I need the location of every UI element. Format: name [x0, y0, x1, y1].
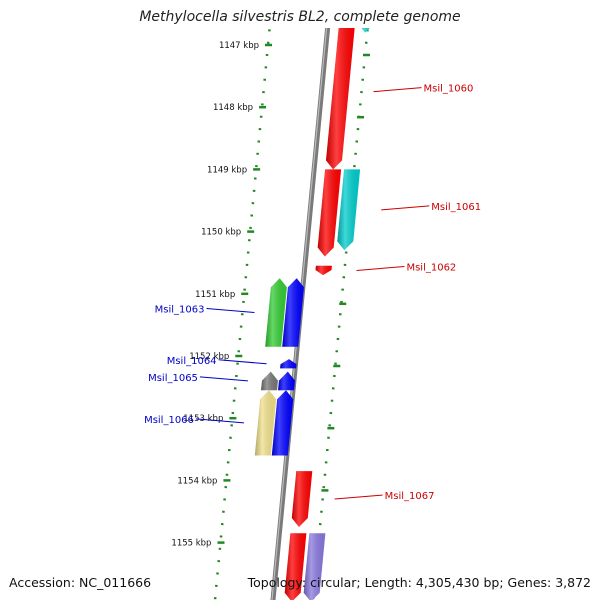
gene-leader-line — [381, 205, 430, 211]
topology-text: Topology: circular; Length: 4,305,430 bp… — [247, 575, 591, 590]
gene-leader-line — [206, 307, 255, 313]
kbp-label: 1154 kbp — [177, 476, 217, 486]
gene-feature[interactable] — [358, 14, 375, 33]
gene-arrow-shading — [280, 359, 297, 369]
gene-feature[interactable] — [326, 14, 356, 170]
gene-label[interactable]: Msil_1061 — [431, 202, 481, 213]
gene-feature[interactable] — [303, 533, 326, 600]
gene-arrow-shading — [317, 169, 342, 257]
gene-arrow-shading — [284, 533, 307, 600]
gene-label[interactable]: Msil_1066 — [144, 415, 194, 426]
gene-label[interactable]: Msil_1065 — [148, 373, 198, 384]
map-title: Methylocella silvestris BL2, complete ge… — [139, 9, 461, 25]
gene-arrow-shading — [282, 278, 304, 347]
kbp-label: 1152 kbp — [189, 352, 229, 362]
kbp-label: 1148 kbp — [213, 103, 253, 113]
gene-feature[interactable] — [254, 390, 277, 456]
gene-arrow-shading — [326, 28, 355, 170]
gene-label[interactable]: Msil_1060 — [424, 84, 474, 95]
gene-leader-line — [218, 359, 267, 365]
gene-arrow-shading — [254, 390, 277, 456]
gene-arrow-shading — [271, 390, 294, 456]
gene-leader-line — [199, 376, 248, 382]
gene-feature[interactable] — [291, 471, 313, 527]
gene-arrow-shading — [261, 371, 278, 391]
gene-feature[interactable] — [280, 359, 297, 369]
gene-feature[interactable] — [261, 371, 278, 391]
gene-feature[interactable] — [265, 278, 287, 347]
gene-arrow-shading — [265, 278, 287, 347]
kbp-label: 1149 kbp — [207, 165, 247, 175]
gene-leader-line — [356, 265, 405, 271]
gene-leader-line — [195, 418, 244, 424]
gene-leader-line — [373, 87, 422, 93]
gene-feature[interactable] — [337, 169, 361, 251]
gene-arrow-shading — [303, 533, 326, 600]
gene-arrow-shading — [337, 169, 361, 251]
gene-label[interactable]: Msil_1067 — [385, 491, 435, 502]
gene-arrow-shading — [361, 28, 370, 33]
gene-feature[interactable] — [282, 278, 304, 347]
gene-feature[interactable] — [317, 169, 342, 257]
gene-feature[interactable] — [315, 265, 332, 276]
kbp-label: 1150 kbp — [201, 228, 241, 238]
gene-feature[interactable] — [278, 371, 295, 391]
gene-label[interactable]: Msil_1064 — [167, 356, 217, 367]
accession-text: Accession: NC_011666 — [9, 575, 152, 590]
gene-feature[interactable] — [271, 390, 294, 456]
gene-arrow-shading — [315, 265, 332, 276]
kbp-label: 1147 kbp — [219, 41, 259, 51]
gene-label[interactable]: Msil_1063 — [155, 304, 205, 315]
gene-arrow-shading — [278, 371, 295, 391]
kbp-label: 1151 kbp — [195, 290, 235, 300]
gene-arrow-shading — [291, 471, 313, 527]
ruler-dots-left — [213, 28, 271, 600]
gene-feature[interactable] — [284, 533, 307, 600]
gene-leader-line — [334, 494, 383, 500]
kbp-label: 1155 kbp — [171, 539, 211, 549]
gene-label[interactable]: Msil_1062 — [406, 262, 456, 273]
